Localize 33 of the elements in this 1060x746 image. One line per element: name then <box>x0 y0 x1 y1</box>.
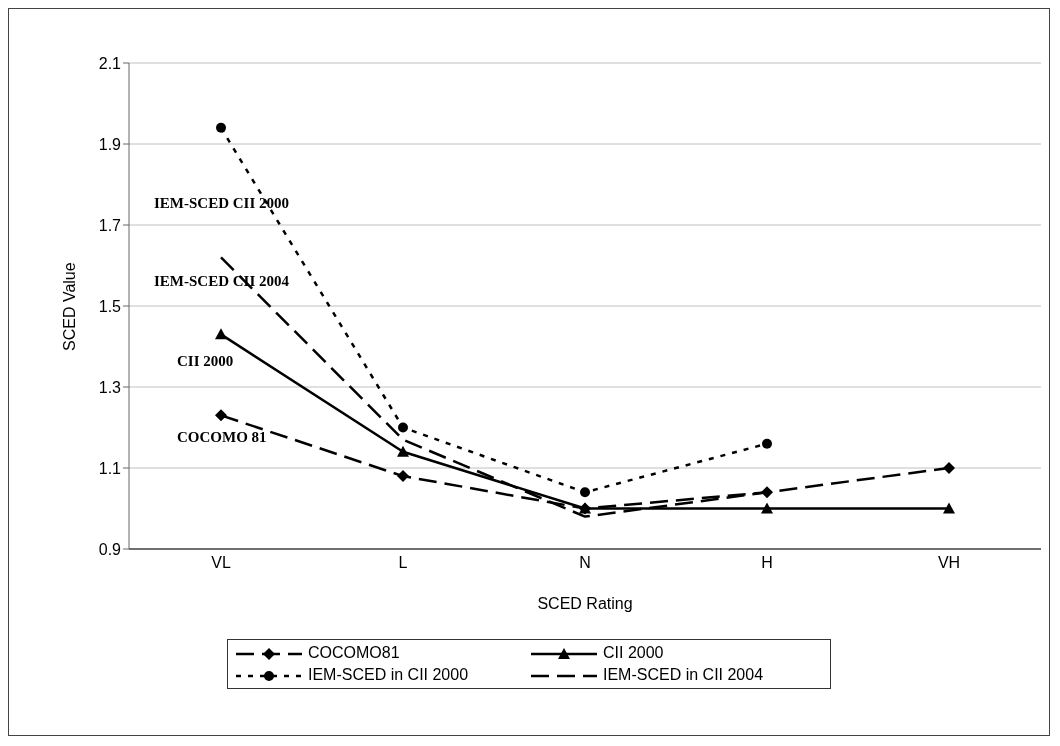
point <box>761 502 773 514</box>
point <box>943 502 955 514</box>
point <box>762 438 772 449</box>
annotation: COCOMO 81 <box>177 429 267 446</box>
point <box>397 445 409 457</box>
y-tick-label: 1.9 <box>98 135 122 153</box>
y-tick-label: 0.9 <box>98 540 122 558</box>
point <box>397 470 409 483</box>
legend-label: CII 2000 <box>602 644 665 662</box>
y-tick-label: 1.3 <box>98 378 122 396</box>
point <box>398 422 408 433</box>
y-axis-title: SCED Value <box>60 262 78 351</box>
annotation: IEM-SCED CII 2000 <box>154 195 290 212</box>
x-tick-label: L <box>398 554 408 572</box>
legend-label: IEM-SCED in CII 2000 <box>307 666 470 684</box>
x-tick-label: VL <box>211 554 231 572</box>
point <box>943 462 955 474</box>
y-tick-label: 2.1 <box>98 54 122 72</box>
y-tick-label: 1.7 <box>98 216 122 234</box>
y-tick-label: 1.5 <box>98 297 122 315</box>
point <box>216 122 226 133</box>
legend-label: COCOMO81 <box>307 644 401 662</box>
annotation: CII 2000 <box>177 353 234 370</box>
point <box>215 409 227 422</box>
x-tick-label: VH <box>937 554 961 572</box>
x-tick-label: H <box>761 554 773 572</box>
point <box>580 487 590 498</box>
point <box>761 486 773 499</box>
point <box>215 328 227 340</box>
x-axis-title: SCED Rating <box>537 595 633 612</box>
x-tick-label: N <box>579 554 591 572</box>
y-tick-label: 1.1 <box>98 459 122 477</box>
legend-label: IEM-SCED in CII 2004 <box>602 666 765 684</box>
